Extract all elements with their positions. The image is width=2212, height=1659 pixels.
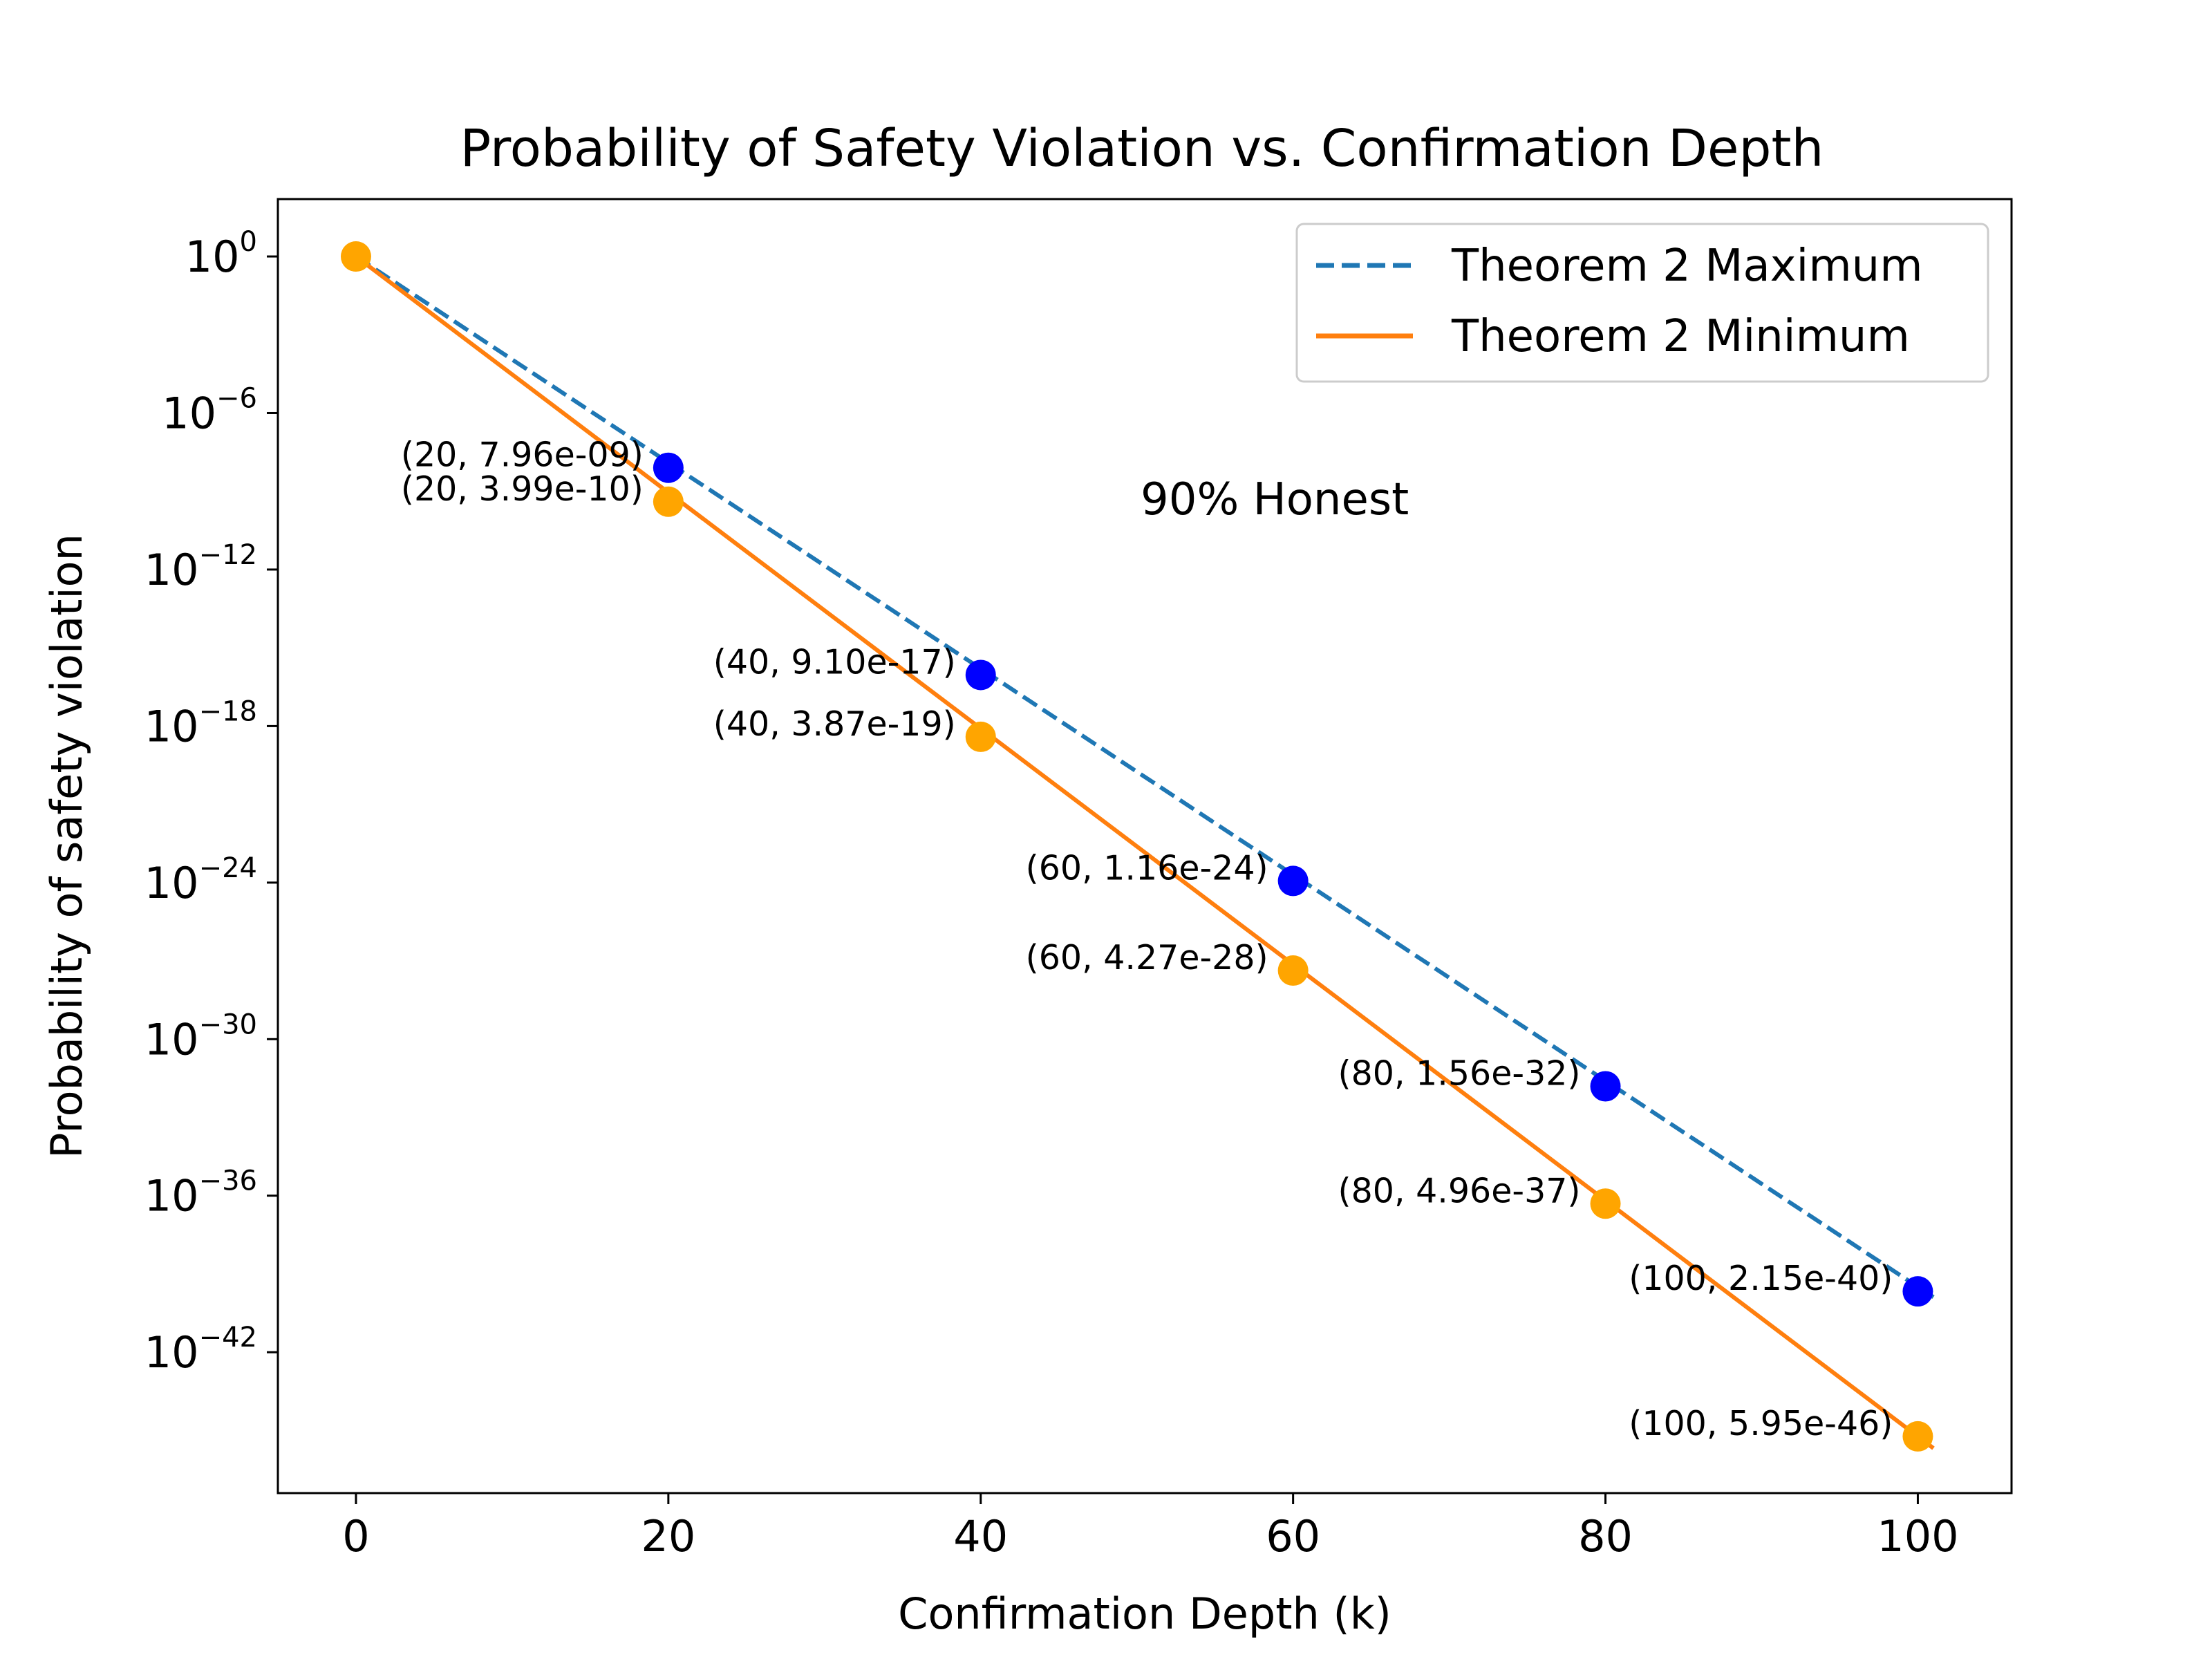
y-tick-base: 10 [144, 1171, 199, 1221]
y-axis-label: Probability of safety violation [41, 534, 92, 1159]
x-tick-label: 60 [1266, 1511, 1320, 1562]
y-tick-exponent: −42 [199, 1322, 257, 1353]
y-tick-label: 10−12 [144, 539, 257, 595]
data-point [965, 659, 996, 691]
x-axis: 0 20 40 60 80 100 [342, 1493, 1959, 1562]
y-tick-label: 10−36 [144, 1165, 257, 1221]
y-tick-exponent: −12 [199, 539, 257, 571]
x-tick-label: 20 [641, 1511, 695, 1562]
x-tick-label: 0 [342, 1511, 369, 1562]
data-point-label: (20, 7.96e-09) [401, 435, 644, 475]
y-tick-base: 10 [144, 1014, 199, 1065]
y-tick-base: 10 [144, 858, 199, 908]
y-tick-label: 10−42 [144, 1322, 257, 1378]
x-tick-label: 80 [1578, 1511, 1633, 1562]
legend-label-maximum: Theorem 2 Maximum [1451, 241, 1923, 292]
x-axis-label: Confirmation Depth (k) [898, 1588, 1391, 1639]
data-point [1277, 955, 1309, 986]
data-point-label: (40, 3.87e-19) [713, 704, 956, 744]
data-point [653, 486, 684, 517]
y-tick-base: 10 [162, 388, 216, 438]
y-tick-label: 10−6 [162, 382, 257, 438]
y-tick-label: 10−24 [144, 852, 257, 908]
data-point [340, 241, 371, 272]
y-tick-base: 10 [144, 1327, 199, 1378]
data-point [653, 452, 684, 483]
y-tick-exponent: 0 [240, 226, 257, 258]
y-tick-label: 10−30 [144, 1009, 257, 1065]
data-point [1590, 1188, 1621, 1219]
chart-title: Probability of Safety Violation vs. Conf… [460, 119, 1824, 178]
data-point [965, 721, 996, 752]
data-point-label: (80, 4.96e-37) [1338, 1171, 1581, 1210]
y-tick-label: 100 [185, 226, 257, 282]
y-tick-exponent: −18 [199, 695, 257, 727]
series-lines [355, 254, 1935, 1450]
y-tick-exponent: −24 [199, 852, 257, 884]
y-tick-exponent: −36 [199, 1165, 257, 1197]
data-point-label: (60, 4.27e-28) [1026, 938, 1268, 977]
data-point [1902, 1421, 1933, 1452]
series-points [340, 241, 1933, 1452]
series-line-maximum [355, 254, 1935, 1300]
point-labels: (20, 7.96e-09) (40, 9.10e-17) (60, 1.16e-2… [401, 435, 1893, 1443]
legend-label-minimum: Theorem 2 Minimum [1451, 311, 1910, 362]
plot-frame [276, 198, 2013, 1494]
data-point-label: (60, 1.16e-24) [1026, 848, 1268, 888]
x-tick-label: 40 [953, 1511, 1008, 1562]
data-point-label: (40, 9.10e-17) [713, 642, 956, 682]
y-tick-base: 10 [144, 701, 199, 751]
y-tick-base: 10 [144, 545, 199, 595]
data-point [1902, 1276, 1933, 1307]
annotation-honest: 90% Honest [1141, 474, 1409, 525]
series-line-minimum [355, 254, 1935, 1450]
legend: Theorem 2 Maximum Theorem 2 Minimum [1295, 223, 1989, 383]
y-tick-exponent: −30 [199, 1009, 257, 1040]
data-point-label: (100, 2.15e-40) [1629, 1259, 1893, 1298]
data-point [1277, 865, 1309, 897]
x-tick-label: 100 [1877, 1511, 1958, 1562]
data-point-label: (100, 5.95e-46) [1629, 1404, 1893, 1443]
data-point-label: (20, 3.99e-10) [401, 469, 644, 509]
y-tick-label: 10−18 [144, 695, 257, 751]
y-tick-base: 10 [185, 232, 240, 282]
y-tick-exponent: −6 [216, 382, 257, 414]
data-point-label: (80, 1.56e-32) [1338, 1053, 1581, 1093]
data-point [1590, 1071, 1621, 1102]
legend-box [1295, 223, 1989, 383]
